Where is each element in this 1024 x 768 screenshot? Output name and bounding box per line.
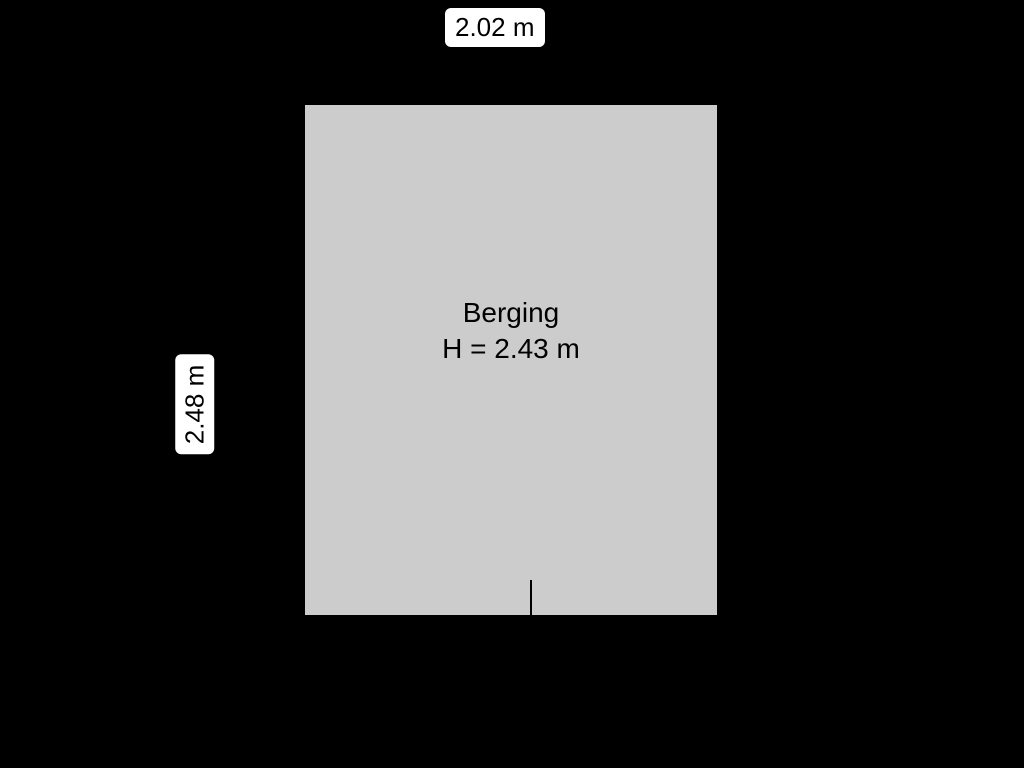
room-label: Berging H = 2.43 m (305, 295, 717, 368)
door-threshold (370, 615, 600, 643)
threshold-line (370, 643, 600, 644)
dimension-label-depth: 2.48 m (175, 355, 214, 455)
threshold-line (370, 622, 600, 623)
room-berging: Berging H = 2.43 m (305, 105, 717, 615)
threshold-line (370, 615, 600, 616)
room-height: H = 2.43 m (305, 331, 717, 367)
threshold-line (370, 629, 600, 630)
dimension-label-width: 2.02 m (445, 8, 545, 47)
room-name: Berging (305, 295, 717, 331)
threshold-line (370, 636, 600, 637)
